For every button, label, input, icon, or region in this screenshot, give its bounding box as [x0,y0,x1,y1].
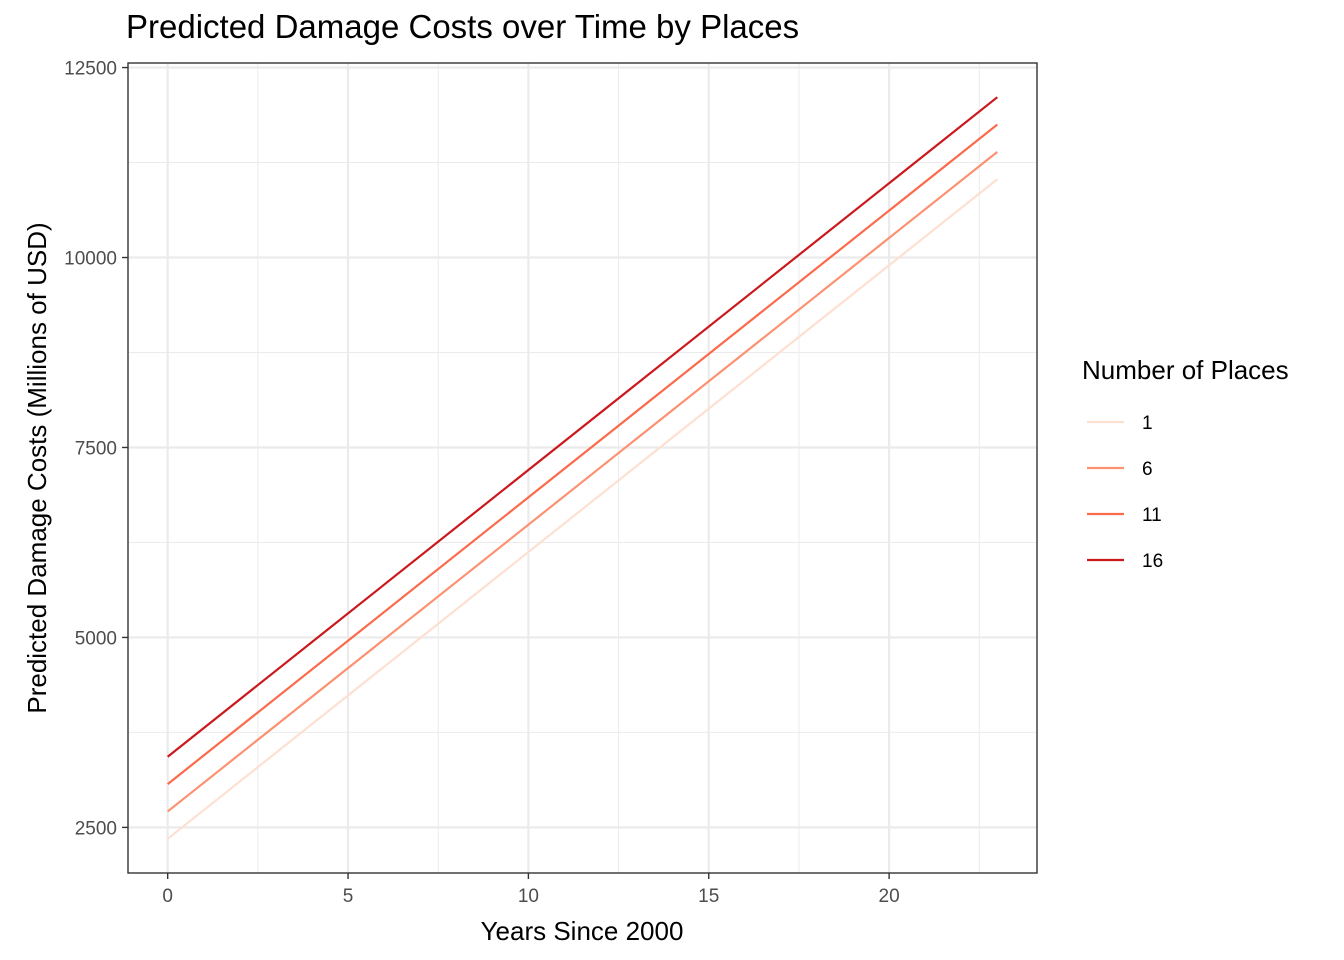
y-tick-label: 10000 [64,249,117,270]
y-tick-label: 5000 [75,628,117,649]
y-tick-label: 12500 [64,59,117,80]
legend-item-11: 11 [1087,505,1162,526]
x-tick-label: 10 [518,886,539,907]
legend-label: 16 [1142,551,1163,572]
y-axis-title: Predicted Damage Costs (Millions of USD) [22,222,52,713]
x-tick-label: 5 [343,886,354,907]
legend-item-16: 16 [1087,551,1163,572]
legend-label: 11 [1142,505,1162,526]
y-tick-label: 7500 [75,438,117,459]
x-tick-label: 0 [162,886,173,907]
legend-item-6: 6 [1087,459,1153,480]
legend-label: 6 [1142,459,1153,480]
plot-panel-border [127,62,1038,874]
y-tick-label: 2500 [75,818,117,839]
x-axis-ticks: 0 5 10 15 20 [162,873,900,907]
series-lines [166,96,999,840]
x-tick-label: 15 [698,886,719,907]
series-line-6 [166,151,999,813]
major-gridlines [128,63,1037,873]
chart-title: Predicted Damage Costs over Time by Plac… [126,8,799,45]
y-axis-ticks: 2500 5000 7500 10000 12500 [64,59,128,839]
legend-title: Number of Places [1082,355,1289,385]
series-line-16 [166,96,999,758]
series-line-1 [166,178,999,840]
legend-item-1: 1 [1087,413,1153,434]
x-axis-title: Years Since 2000 [481,916,684,946]
minor-gridlines [128,63,1037,873]
x-tick-label: 20 [879,886,900,907]
legend-label: 1 [1142,413,1153,434]
series-line-11 [166,123,999,785]
